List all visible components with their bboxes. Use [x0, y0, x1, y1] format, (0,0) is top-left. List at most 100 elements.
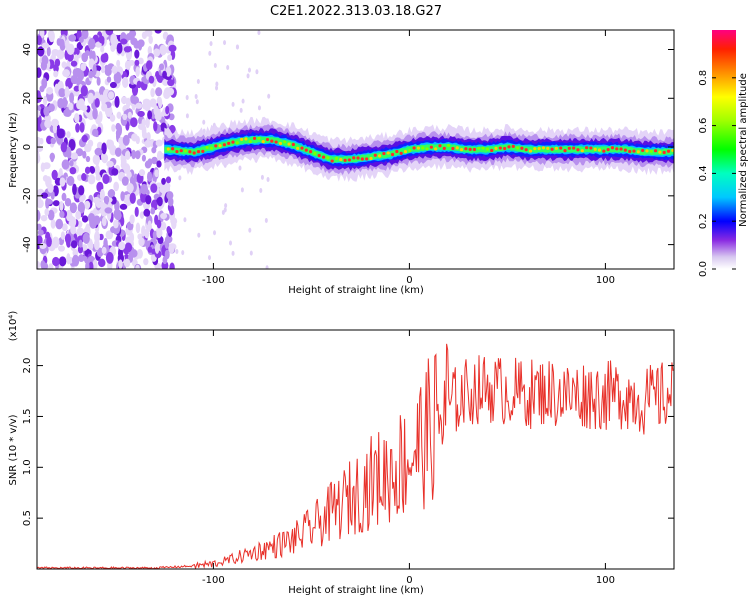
noise-blob — [147, 158, 153, 166]
noise-blob — [144, 139, 152, 148]
noise-blob — [155, 87, 163, 97]
noise-blob — [260, 174, 264, 180]
spectrogram-ytick-label: 0 — [22, 144, 33, 150]
noise-blob — [168, 243, 175, 254]
ridge-peak — [330, 159, 334, 163]
noise-blob — [138, 41, 143, 51]
noise-blob — [48, 30, 55, 43]
noise-blob — [69, 202, 78, 214]
noise-blob — [136, 80, 142, 89]
ridge-peak — [265, 137, 270, 142]
noise-blob — [69, 167, 77, 175]
ridge-peak — [481, 146, 485, 150]
noise-blob — [51, 236, 60, 249]
colorbar: 0.0 0.2 0.4 0.6 0.8 Normalized spectral ampl… — [698, 30, 749, 277]
ridge-peak — [429, 145, 433, 149]
noise-blob — [235, 44, 239, 50]
ridge-peak — [304, 148, 308, 152]
noise-blob — [76, 227, 85, 236]
spectrogram-ytick-label: -20 — [22, 188, 33, 204]
colorbar-scale — [712, 30, 736, 269]
noise-blob — [77, 70, 85, 81]
noise-blob — [99, 94, 104, 102]
noise-blob — [41, 192, 48, 199]
noise-blob — [100, 45, 105, 53]
noise-blob — [145, 116, 150, 129]
noise-blob — [41, 77, 48, 89]
noise-blob — [223, 40, 227, 46]
noise-blob — [69, 216, 77, 228]
noise-blob — [51, 256, 60, 267]
noise-blob — [117, 124, 123, 136]
ridge-peak — [188, 150, 192, 154]
snr-ytick-label: 1.5 — [22, 408, 33, 424]
noise-blob — [249, 250, 253, 256]
noise-blob — [257, 105, 261, 111]
noise-blob — [47, 209, 55, 221]
ridge-peak — [378, 154, 382, 158]
noise-blob — [134, 150, 141, 160]
noise-blob — [265, 265, 269, 269]
noise-blob — [101, 151, 107, 163]
ridge-peak — [602, 149, 606, 153]
colorbar-tick-label: 0.2 — [698, 213, 709, 229]
noise-blob — [146, 131, 151, 142]
noise-blob — [105, 251, 114, 264]
snr-ylabel: SNR (10 * v/v) — [8, 414, 19, 485]
noise-blob — [164, 238, 170, 249]
noise-blob — [264, 218, 268, 224]
noise-blob — [75, 210, 82, 220]
noise-blob — [58, 245, 66, 252]
noise-blob — [92, 154, 101, 165]
ridge-peak — [283, 140, 287, 144]
snr-xtick-label: 100 — [596, 575, 615, 586]
noise-blob — [50, 219, 56, 229]
ridge-peak — [628, 149, 632, 154]
ridge-peak — [287, 142, 291, 146]
ridge-peak — [296, 146, 300, 150]
noise-blob — [111, 168, 119, 176]
spectrogram-xtick-label: -100 — [202, 275, 225, 286]
noise-blob — [215, 85, 219, 91]
noise-blob — [101, 246, 107, 255]
noise-blob — [93, 215, 101, 225]
spectrogram-xtick-label: 0 — [406, 275, 412, 286]
ridge-peak — [209, 146, 214, 150]
noise-blob — [75, 123, 80, 133]
spectrogram-ylabel: Frequency (Hz) — [8, 112, 19, 188]
ridge-peak — [503, 146, 507, 151]
noise-blob — [72, 183, 77, 196]
ridge-peak — [658, 150, 662, 154]
spectrogram-panel: -100 0 100 -40 -20 0 20 40 Height of straight l… — [8, 29, 675, 296]
ridge-peak — [494, 146, 498, 150]
noise-blob — [68, 34, 77, 42]
ridge-peak — [201, 149, 205, 153]
noise-blob — [246, 73, 250, 79]
noise-blob — [70, 240, 78, 249]
noise-blob — [81, 52, 89, 63]
noise-blob — [71, 254, 80, 267]
ridge-peak — [270, 139, 274, 143]
noise-blob — [81, 173, 87, 182]
noise-blob — [157, 196, 163, 207]
noise-blob — [141, 131, 148, 139]
noise-blob — [125, 199, 131, 207]
noise-blob — [41, 42, 50, 49]
noise-blob — [106, 76, 112, 83]
noise-blob — [175, 249, 179, 255]
noise-blob — [103, 237, 108, 250]
noise-blob — [152, 230, 158, 240]
noise-blob — [168, 44, 177, 52]
noise-blob — [81, 134, 88, 143]
noise-blob — [155, 70, 160, 80]
noise-blob — [89, 50, 94, 61]
noise-blob — [37, 151, 40, 164]
ridge-peak — [632, 149, 636, 153]
noise-blob — [148, 35, 153, 44]
noise-blob — [88, 38, 96, 50]
ridge-peak — [485, 147, 490, 151]
ridge-peak — [671, 148, 674, 152]
ridge-peak — [425, 147, 429, 151]
noise-blob — [60, 141, 68, 153]
noise-blob — [137, 123, 146, 130]
